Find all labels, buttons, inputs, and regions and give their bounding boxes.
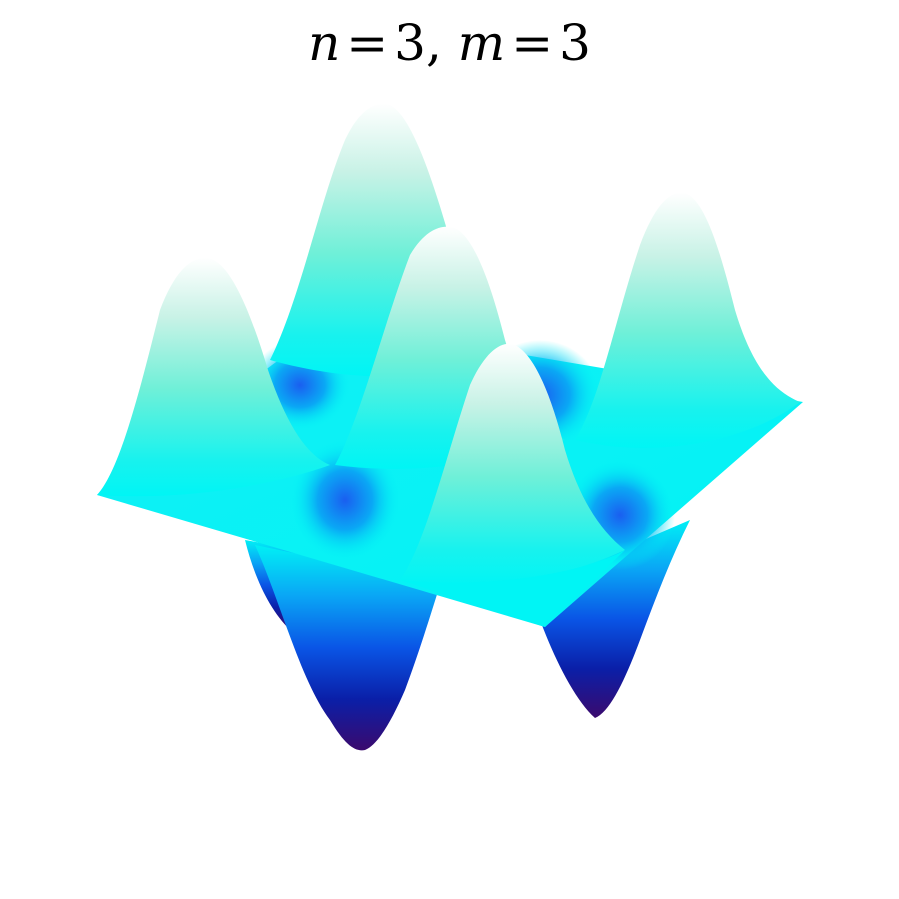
m-symbol: m bbox=[457, 14, 506, 72]
equals-sign: = bbox=[346, 14, 389, 72]
trough-front-left bbox=[255, 545, 440, 751]
n-symbol: n bbox=[308, 14, 341, 72]
trough-front-right bbox=[540, 520, 690, 718]
m-value: 3 bbox=[559, 14, 591, 72]
plane-shade-front bbox=[400, 550, 625, 627]
surface-dip-center bbox=[290, 440, 400, 560]
peak-right bbox=[575, 192, 800, 448]
comma-separator: , bbox=[425, 14, 442, 72]
peak-front-center bbox=[400, 343, 625, 586]
n-value: 3 bbox=[394, 14, 426, 72]
peak-left bbox=[97, 257, 330, 497]
equals-sign-2: = bbox=[511, 14, 554, 72]
plot-title: n = 3, m = 3 bbox=[0, 8, 899, 78]
